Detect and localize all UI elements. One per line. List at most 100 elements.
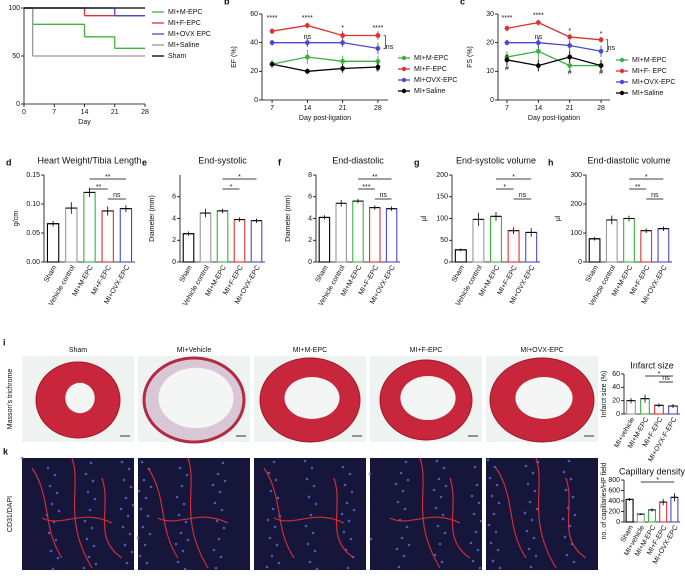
nucleus [564, 488, 568, 492]
y-tick-label: 200 [436, 172, 448, 179]
nucleus [276, 496, 280, 500]
nucleus [221, 461, 225, 465]
legend-label: MI+OVX-EPC [632, 79, 675, 86]
nucleus [563, 535, 567, 539]
significance-label: ns [386, 44, 394, 51]
nucleus [442, 466, 446, 470]
heart-cavity [515, 377, 573, 419]
legend-label: MI+Saline [632, 90, 663, 97]
vessel [449, 477, 471, 559]
y-axis-label: Diameter (mm) [149, 195, 156, 242]
nucleus [433, 553, 437, 557]
significance-label: ns [662, 375, 670, 382]
data-point [269, 28, 275, 34]
y-tick-label: 6 [172, 194, 176, 201]
x-tick-label: 28 [141, 109, 149, 116]
nucleus [477, 501, 481, 505]
nucleus [473, 465, 477, 469]
nucleus [486, 458, 490, 462]
bar [640, 230, 653, 263]
nucleus [223, 479, 227, 483]
significance-label: **** [372, 25, 383, 32]
y-tick-label: 0 [254, 97, 258, 104]
nucleus [532, 536, 536, 540]
nucleus [340, 512, 344, 516]
fluorescence-image [486, 458, 598, 570]
y-tick-label: 50 [440, 237, 448, 244]
bar [352, 200, 364, 263]
nucleus [271, 507, 275, 511]
nucleus [212, 548, 216, 552]
nucleus [120, 460, 124, 464]
nucleus [569, 477, 573, 481]
nucleus [179, 531, 183, 535]
nucleus [476, 548, 480, 552]
vessel-group [136, 457, 229, 571]
vessel-group [263, 459, 356, 571]
significance-bracket [605, 39, 609, 52]
y-tick-label: 0 [444, 259, 448, 266]
data-point [535, 63, 541, 68]
series-line [506, 56, 602, 67]
significance-label: * [341, 25, 344, 32]
y-tick-label: 0 [16, 101, 20, 108]
y-tick-label: 8 [308, 172, 312, 179]
series-line [271, 24, 378, 37]
bar [507, 230, 520, 263]
nucleus [214, 566, 218, 570]
data-point [269, 40, 275, 46]
image-label: MI+F-EPC [410, 347, 443, 354]
panel-letter: h [548, 157, 554, 167]
legend-label: MI+F- EPC [632, 68, 667, 75]
nucleus [531, 471, 535, 475]
y-tick-label: 300 [570, 172, 582, 179]
significance-label: **** [302, 15, 313, 22]
panel-letter: c [460, 0, 465, 6]
nucleus [177, 513, 181, 517]
nucleus [88, 508, 92, 512]
image-label: MI+Vehicle [177, 347, 212, 354]
x-axis-label: Day [78, 119, 91, 126]
significance-label: ns [519, 192, 527, 199]
heart-cavity [65, 382, 95, 414]
nucleus [121, 525, 125, 529]
vessel [263, 467, 295, 559]
bar [385, 208, 398, 263]
nucleus [267, 471, 271, 475]
y-tick-label: 0 [172, 259, 176, 266]
nucleus [51, 567, 55, 571]
nucleus [148, 532, 152, 536]
series-line [272, 42, 379, 50]
nucleus [144, 496, 148, 500]
nucleus [46, 466, 50, 470]
panel-letter: i [3, 337, 6, 347]
nucleus [490, 494, 494, 498]
nucleus [306, 542, 310, 546]
y-tick-label: 200 [608, 508, 620, 515]
y-tick-label: 200 [570, 201, 582, 208]
chart-title: Capillary density [619, 466, 685, 476]
bar [489, 215, 503, 263]
x-tick-label: 14 [81, 109, 89, 116]
y-tick-label: 20 [612, 398, 620, 405]
nucleus [220, 508, 224, 512]
nucleus [394, 482, 398, 486]
nucleus [130, 550, 134, 554]
y-tick-label: 40 [612, 384, 620, 391]
data-point [504, 57, 510, 63]
significance-label: ** [96, 184, 102, 191]
data-point [304, 54, 310, 60]
vessel [495, 467, 527, 559]
nucleus [47, 531, 51, 535]
nucleus [352, 508, 356, 512]
nucleus [55, 491, 59, 495]
series-line [506, 21, 602, 41]
significance-label: # [376, 67, 380, 74]
nucleus [149, 485, 153, 489]
vessel [565, 477, 587, 559]
vessel [31, 467, 63, 559]
nucleus [181, 549, 185, 553]
legend-marker [401, 77, 407, 83]
legend-label: MI+F-EPC [414, 66, 447, 73]
bar [318, 216, 331, 263]
